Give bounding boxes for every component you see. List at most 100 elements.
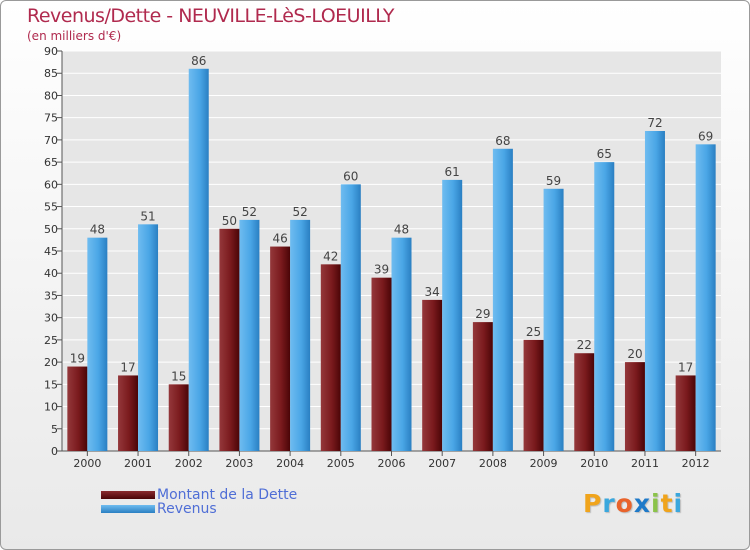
- data-label-revenus: 72: [647, 116, 662, 130]
- bar-revenus: [695, 144, 716, 452]
- data-label-revenus: 68: [495, 134, 510, 148]
- x-tick-label: 2004: [276, 457, 304, 470]
- chart-title: Revenus/Dette - NEUVILLE-LèS-LOEUILLY: [27, 5, 394, 27]
- data-label-dette: 22: [577, 338, 592, 352]
- bar-dette: [472, 322, 493, 451]
- x-tick-label: 2011: [631, 457, 659, 470]
- legend-label-debt: Montant de la Dette: [157, 487, 298, 503]
- bar-dette: [168, 384, 189, 451]
- bar-revenus: [188, 68, 209, 452]
- bar-dette: [422, 299, 443, 451]
- y-tick-label: 60: [44, 178, 58, 191]
- data-label-revenus: 52: [242, 205, 257, 219]
- y-tick-label: 35: [44, 289, 58, 302]
- data-label-revenus: 48: [394, 223, 409, 237]
- data-label-dette: 29: [475, 307, 490, 321]
- data-label-dette: 50: [222, 214, 237, 228]
- x-tick-label: 2007: [428, 457, 456, 470]
- bar-revenus: [644, 131, 665, 451]
- x-tick-label: 2005: [327, 457, 355, 470]
- data-label-revenus: 59: [546, 174, 561, 188]
- logo-letter: r: [602, 489, 616, 518]
- data-label-dette: 17: [678, 360, 693, 374]
- logo-letter: x: [633, 489, 651, 518]
- y-tick-label: 50: [44, 223, 58, 236]
- bar-revenus: [391, 237, 412, 451]
- bar-revenus: [340, 184, 361, 452]
- logo-letter: i: [673, 489, 684, 518]
- bar-dette: [574, 353, 595, 451]
- bar-revenus: [87, 237, 108, 451]
- y-tick-label: 45: [44, 245, 58, 258]
- logo-letter: i: [651, 489, 661, 518]
- x-tick-label: 2008: [479, 457, 507, 470]
- y-tick-label: 30: [44, 312, 58, 325]
- bar-revenus: [239, 219, 260, 451]
- bar-dette: [523, 339, 544, 451]
- bar-revenus: [492, 148, 513, 451]
- data-label-revenus: 69: [698, 129, 713, 143]
- data-label-dette: 25: [526, 325, 541, 339]
- proxiti-logo: Proxiti: [583, 489, 683, 518]
- bar-dette: [67, 366, 88, 451]
- bar-revenus: [594, 162, 615, 451]
- y-tick-label: 20: [44, 356, 58, 369]
- data-label-dette: 46: [272, 232, 287, 246]
- y-tick-label: 90: [44, 45, 58, 58]
- x-tick-label: 2001: [124, 457, 152, 470]
- x-tick-label: 2006: [378, 457, 406, 470]
- bar-dette: [219, 228, 240, 451]
- data-label-revenus: 60: [343, 169, 358, 183]
- logo-letter: P: [583, 489, 603, 518]
- data-label-revenus: 51: [140, 209, 155, 223]
- legend-item-debt: Montant de la Dette: [101, 488, 297, 502]
- logo-letter: o: [615, 489, 634, 518]
- data-label-dette: 39: [374, 263, 389, 277]
- y-tick-label: 75: [44, 112, 58, 125]
- y-tick-label: 5: [51, 423, 58, 436]
- legend-label-revenus: Revenus: [157, 501, 217, 517]
- y-tick-label: 85: [44, 67, 58, 80]
- x-tick-label: 2003: [225, 457, 253, 470]
- legend-swatch-revenus: [101, 505, 155, 513]
- bar-revenus: [543, 188, 564, 451]
- x-tick-label: 2000: [73, 457, 101, 470]
- y-tick-label: 80: [44, 89, 58, 102]
- y-tick-label: 40: [44, 267, 58, 280]
- data-label-revenus: 65: [597, 147, 612, 161]
- bar-revenus: [442, 179, 463, 451]
- legend-item-revenus: Revenus: [101, 502, 217, 516]
- data-label-revenus: 86: [191, 54, 206, 68]
- data-label-dette: 17: [120, 360, 135, 374]
- bar-dette: [371, 277, 392, 451]
- y-tick-label: 15: [44, 378, 58, 391]
- data-label-dette: 20: [627, 347, 642, 361]
- data-label-revenus: 48: [90, 223, 105, 237]
- legend-swatch-debt: [101, 491, 155, 499]
- y-tick-label: 65: [44, 156, 58, 169]
- data-label-revenus: 52: [292, 205, 307, 219]
- y-tick-label: 55: [44, 201, 58, 214]
- x-tick-label: 2009: [530, 457, 558, 470]
- chart-subtitle: (en milliers d'€): [27, 29, 122, 43]
- y-tick-label: 0: [51, 445, 58, 458]
- logo-letter: t: [660, 489, 674, 518]
- bar-dette: [624, 362, 645, 451]
- y-tick-label: 25: [44, 334, 58, 347]
- y-tick-label: 70: [44, 134, 58, 147]
- data-label-dette: 19: [70, 352, 85, 366]
- bar-dette: [118, 375, 139, 451]
- data-label-dette: 34: [425, 285, 440, 299]
- x-tick-label: 2010: [580, 457, 608, 470]
- bar-dette: [675, 375, 696, 451]
- bar-revenus: [290, 219, 311, 451]
- x-tick-label: 2002: [175, 457, 203, 470]
- y-tick-label: 10: [44, 401, 58, 414]
- data-label-dette: 15: [171, 369, 186, 383]
- bar-dette: [320, 264, 341, 451]
- bar-dette: [270, 246, 291, 451]
- data-label-dette: 42: [323, 249, 338, 263]
- bar-revenus: [138, 224, 159, 451]
